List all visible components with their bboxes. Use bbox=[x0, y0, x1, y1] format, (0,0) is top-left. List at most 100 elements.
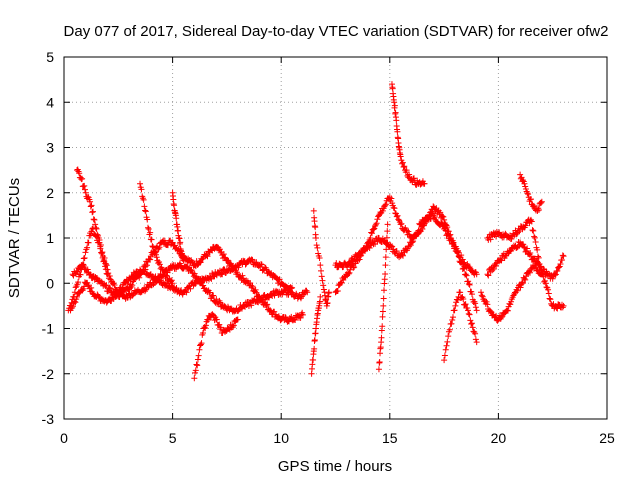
data-point bbox=[164, 242, 171, 249]
data-point bbox=[239, 272, 246, 279]
data-point bbox=[538, 270, 545, 277]
data-point bbox=[84, 266, 91, 273]
data-point bbox=[421, 180, 428, 187]
data-point bbox=[248, 256, 255, 263]
data-point bbox=[560, 253, 567, 260]
data-point bbox=[196, 346, 203, 353]
data-point bbox=[527, 196, 534, 203]
data-point bbox=[527, 253, 534, 260]
y-tick-label: 1 bbox=[46, 230, 54, 246]
data-point bbox=[263, 302, 270, 309]
data-point bbox=[465, 278, 472, 285]
data-point bbox=[81, 182, 88, 189]
data-point bbox=[91, 216, 98, 223]
data-point bbox=[69, 303, 76, 310]
data-point bbox=[145, 225, 152, 232]
data-point bbox=[235, 264, 242, 271]
data-point bbox=[554, 267, 561, 274]
data-point bbox=[383, 234, 390, 241]
data-point bbox=[447, 231, 454, 238]
data-point bbox=[147, 256, 154, 263]
data-point bbox=[87, 198, 94, 205]
data-point bbox=[441, 216, 448, 223]
data-point bbox=[276, 276, 283, 283]
data-point bbox=[431, 213, 438, 220]
data-point bbox=[430, 203, 437, 210]
data-point bbox=[153, 278, 160, 285]
data-point bbox=[183, 289, 190, 296]
data-point bbox=[530, 227, 537, 234]
data-point bbox=[467, 317, 474, 324]
data-point bbox=[471, 329, 478, 336]
data-point bbox=[195, 352, 202, 359]
data-point bbox=[526, 269, 533, 276]
data-point bbox=[523, 273, 530, 280]
data-point bbox=[538, 271, 545, 278]
data-point bbox=[271, 292, 278, 299]
data-point bbox=[198, 279, 205, 286]
data-point bbox=[381, 276, 388, 283]
data-point bbox=[320, 286, 327, 293]
data-point bbox=[541, 277, 548, 284]
data-point bbox=[188, 266, 195, 273]
data-point bbox=[312, 235, 319, 241]
data-point bbox=[546, 295, 553, 302]
data-point bbox=[534, 253, 541, 260]
data-point bbox=[194, 356, 201, 363]
axis-ticks bbox=[63, 56, 608, 420]
data-point bbox=[80, 255, 87, 262]
data-point bbox=[524, 245, 531, 252]
data-point bbox=[389, 243, 396, 250]
data-point bbox=[312, 224, 319, 231]
plot-frame bbox=[63, 56, 608, 420]
data-point bbox=[249, 283, 256, 290]
data-point bbox=[311, 345, 318, 352]
data-point bbox=[248, 284, 255, 291]
data-point bbox=[87, 203, 94, 210]
data-point bbox=[347, 266, 354, 273]
data-point bbox=[534, 207, 541, 214]
data-point bbox=[213, 296, 220, 303]
data-point bbox=[472, 300, 479, 307]
data-point bbox=[444, 338, 451, 345]
data-point bbox=[205, 316, 212, 323]
data-point bbox=[380, 295, 387, 302]
data-point bbox=[320, 282, 327, 289]
data-point bbox=[446, 326, 453, 333]
data-point bbox=[358, 252, 365, 259]
data-point bbox=[234, 316, 241, 323]
data-point bbox=[219, 271, 226, 278]
data-point bbox=[461, 301, 468, 308]
data-point bbox=[381, 287, 388, 294]
data-point bbox=[466, 281, 473, 288]
data-point bbox=[419, 225, 426, 232]
data-point bbox=[345, 270, 352, 277]
data-point bbox=[204, 316, 211, 323]
data-point bbox=[227, 267, 234, 274]
data-point bbox=[210, 292, 217, 299]
data-point bbox=[519, 279, 526, 286]
data-point bbox=[507, 301, 514, 308]
data-point bbox=[220, 265, 227, 272]
data-point bbox=[538, 199, 545, 206]
data-point bbox=[510, 292, 517, 299]
data-point bbox=[99, 249, 106, 256]
data-point bbox=[398, 220, 405, 227]
data-point bbox=[334, 288, 341, 295]
data-point bbox=[532, 262, 539, 269]
data-point bbox=[405, 228, 412, 235]
data-point bbox=[535, 207, 542, 214]
data-point bbox=[197, 259, 204, 266]
data-point bbox=[463, 272, 470, 279]
y-tick-label: 2 bbox=[46, 185, 54, 201]
data-point bbox=[541, 278, 548, 285]
x-tick-label: 25 bbox=[599, 430, 615, 446]
data-point bbox=[310, 207, 317, 214]
data-point bbox=[141, 203, 148, 210]
data-point bbox=[264, 301, 271, 308]
data-point bbox=[401, 163, 408, 170]
data-point bbox=[531, 233, 538, 240]
data-point bbox=[74, 293, 81, 300]
data-point bbox=[537, 263, 544, 270]
y-tick-label: -3 bbox=[42, 411, 55, 427]
